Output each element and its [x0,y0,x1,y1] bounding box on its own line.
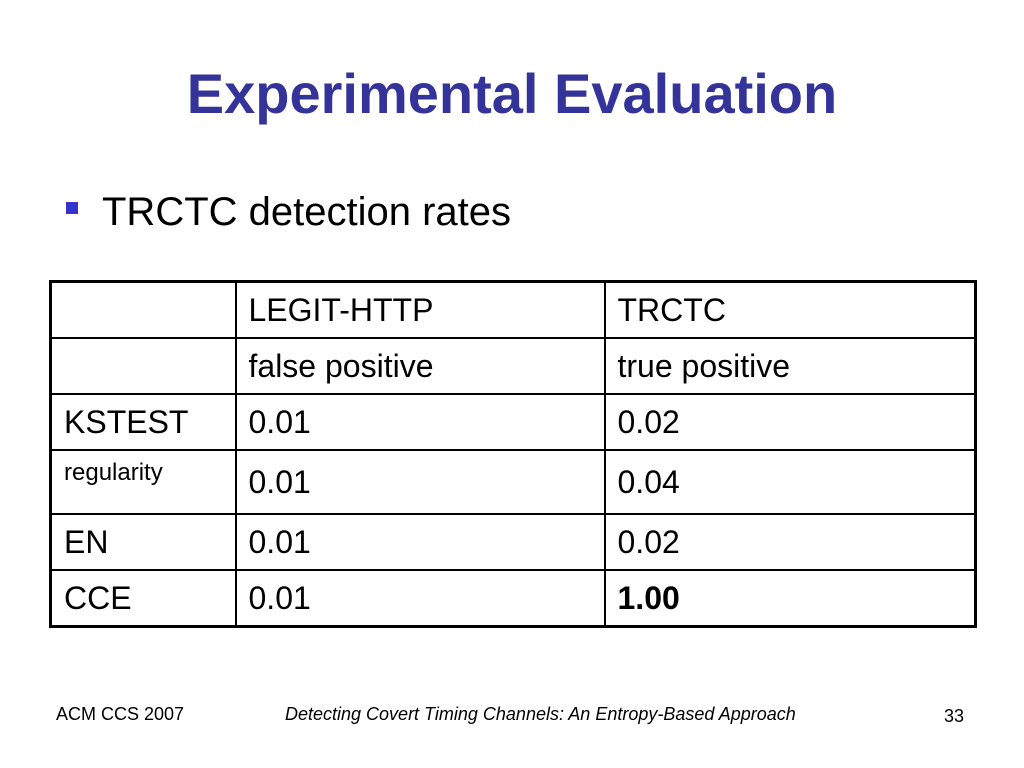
table-header-cell: LEGIT-HTTP [234,280,606,339]
bullet-text: TRCTC detection rates [102,190,512,234]
table-cell [49,280,237,339]
table-row: KSTEST 0.01 0.02 [49,393,977,451]
table-cell: 0.01 [234,449,606,515]
table-cell: 0.02 [603,393,977,451]
table-cell: 0.01 [234,393,606,451]
table-row: EN 0.01 0.02 [49,513,977,571]
footer-paper-title: Detecting Covert Timing Channels: An Ent… [285,704,796,724]
table-cell: 0.02 [603,513,977,571]
highlighted-cell: 1.00 [603,569,977,628]
table-cell: 0.04 [603,449,977,515]
row-label-cell: KSTEST [49,393,237,451]
footer-conference: ACM CCS 2007 [56,704,185,724]
table-header-cell: TRCTC [603,280,977,339]
table-cell: 0.01 [234,513,606,571]
bullet-item: TRCTC detection rates [66,188,511,236]
row-label-cell: regularity [49,449,237,515]
table-cell [49,337,237,395]
row-label-cell: EN [49,513,237,571]
table-subheader-cell: false positive [234,337,606,395]
slide-title: Experimental Evaluation [186,62,838,125]
table-cell: 0.01 [234,569,606,628]
square-bullet-icon [66,202,78,214]
table-header-row: LEGIT-HTTP TRCTC [49,280,977,339]
footer-page-number: 33 [944,706,965,726]
table-row: regularity 0.01 0.04 [49,449,977,515]
table-subheader-row: false positive true positive [49,337,977,395]
row-label-cell: CCE [49,569,237,628]
detection-rates-table: LEGIT-HTTP TRCTC false positive true pos… [49,280,977,628]
table-subheader-cell: true positive [603,337,977,395]
table-row: CCE 0.01 1.00 [49,569,977,628]
